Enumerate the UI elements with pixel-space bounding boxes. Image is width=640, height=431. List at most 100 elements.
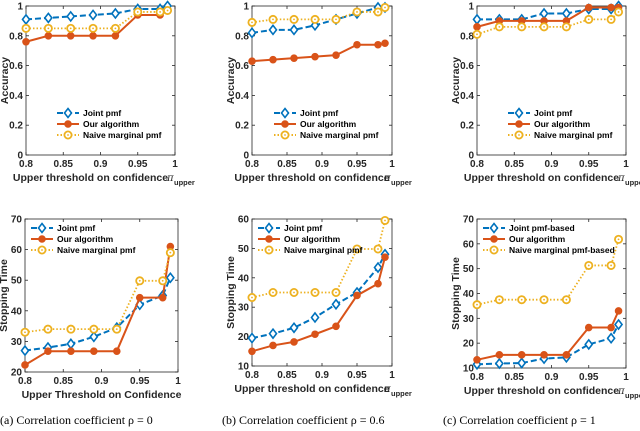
data-point-naive-center <box>356 248 358 250</box>
legend-item-naive: Naive marginal pmf <box>57 130 162 140</box>
data-point-ours <box>290 338 298 346</box>
data-point-naive-center <box>272 18 274 21</box>
data-point-naive-center <box>476 303 478 306</box>
y-tick-label: 40 <box>11 306 23 317</box>
data-point-ours <box>248 57 256 65</box>
y-tick-label: 30 <box>463 314 475 325</box>
y-tick-label: 0.2 <box>460 121 474 132</box>
legend-label: Naive marginal pmf <box>57 245 136 255</box>
y-tick-label: 60 <box>11 245 23 256</box>
data-point-naive-center <box>587 18 590 21</box>
y-tick-label: 50 <box>238 244 250 255</box>
x-tick-label: 1 <box>389 159 395 170</box>
chart-b-stopping: 0.8 0.85 0.9 0.95 1 10 20 30 40 50 60 Stopping Time… <box>225 215 412 399</box>
data-point-naive-center <box>617 11 620 13</box>
y-tick-label: 20 <box>238 332 250 343</box>
legend-label: Naive marginal pmf <box>300 130 379 140</box>
x-tick-label: 0.9 <box>95 376 109 387</box>
x-tick-label: 0.9 <box>545 159 559 170</box>
series-naive <box>20 248 175 337</box>
data-point-naive-center <box>476 33 478 36</box>
data-point-naive-center <box>335 18 337 21</box>
data-point-ours <box>614 307 623 315</box>
data-point-joint <box>310 311 320 324</box>
x-tick-label: 0.8 <box>470 372 484 383</box>
y-tick-label: 70 <box>463 215 475 226</box>
series-ours <box>248 253 389 356</box>
caption-b: (b) Correlation coefficient ρ = 0.6 <box>222 413 384 427</box>
data-point-ours <box>248 347 256 356</box>
y-tick-label: 0 <box>468 151 474 162</box>
x-axis-subscript: upper <box>625 178 640 187</box>
x-axis-subscript: upper <box>174 178 195 187</box>
data-point-naive-center <box>356 11 358 13</box>
x-tick-label: 0.9 <box>94 159 108 170</box>
legend-label: Our algorithm <box>300 119 357 129</box>
chart-a-accuracy: 0.8 0.85 0.9 0.95 1 0 0.2 0.4 0.6 0.8 1 Accuracy Upp… <box>0 0 195 187</box>
x-tick-label: 0.8 <box>470 159 484 170</box>
legend-marker <box>64 120 72 128</box>
data-point-joint <box>606 332 616 345</box>
x-axis-label: Upper threshold on confidence <box>13 172 168 184</box>
data-point-joint <box>88 9 98 21</box>
y-tick-label: 50 <box>11 276 23 287</box>
data-point-ours <box>473 356 481 364</box>
series-line-joint <box>251 6 385 34</box>
data-point-joint <box>20 344 30 357</box>
legend-item-ours: Our algorithm <box>258 234 341 244</box>
data-point-ours <box>111 32 120 40</box>
legend-item-naive: Naive marginal pmf <box>31 245 136 255</box>
legend-item-naive: Naive marginal pmf <box>508 130 613 140</box>
x-tick-label: 0.8 <box>18 376 32 387</box>
legend-item-joint: Joint pmf <box>274 107 338 119</box>
series-line-naive <box>26 9 168 30</box>
legend-item-ours: Our algorithm <box>31 234 114 244</box>
series-ours <box>21 242 175 369</box>
data-point-joint <box>247 27 257 39</box>
data-point-naive-center <box>115 328 118 331</box>
data-point-ours <box>562 351 571 359</box>
legend-marker-center <box>284 134 286 136</box>
y-tick-label: 1 <box>468 2 474 13</box>
x-tick-label: 0.9 <box>315 370 329 381</box>
data-point-naive-center <box>498 25 501 28</box>
data-point-ours <box>269 341 277 350</box>
legend-marker <box>281 120 289 128</box>
data-point-ours <box>113 347 121 355</box>
data-point-naive-center <box>159 11 162 13</box>
data-point-naive-center <box>166 9 169 12</box>
data-point-naive-center <box>520 298 523 301</box>
data-point-joint <box>43 12 53 24</box>
data-point-ours <box>353 291 361 300</box>
y-tick-label: 60 <box>238 215 250 226</box>
x-tick-label: 0.95 <box>579 372 599 383</box>
data-point-ours <box>517 351 526 359</box>
legend-marker <box>490 235 498 243</box>
data-point-ours <box>135 293 144 302</box>
data-point-joint <box>614 318 624 331</box>
data-point-naive-center <box>565 298 568 301</box>
x-tick-label: 0.9 <box>545 372 559 383</box>
data-point-joint <box>289 321 299 334</box>
data-point-ours <box>607 3 615 12</box>
data-point-naive-center <box>69 27 72 30</box>
legend-marker <box>63 107 73 119</box>
x-axis-symbol: π <box>617 173 625 184</box>
caption-c: (c) Correlation coefficient ρ = 1 <box>443 413 596 427</box>
y-tick-label: 0.4 <box>235 91 249 102</box>
x-tick-label: 0.95 <box>579 159 599 170</box>
y-tick-label: 0.8 <box>9 31 23 42</box>
chart-b-accuracy: 0.8 0.85 0.9 0.95 1 0 0.2 0.4 0.6 0.8 1 Accuracy Upp… <box>225 2 412 188</box>
legend-item-joint: Joint pmf <box>31 222 95 234</box>
x-tick-label: 0.85 <box>54 376 74 387</box>
data-point-ours <box>540 351 548 359</box>
legend-label: Naive marginal pmf <box>534 130 613 140</box>
legend-label: Naive marginal pmf <box>284 245 363 255</box>
y-tick-label: 70 <box>11 215 23 226</box>
x-tick-label: 0.85 <box>277 159 297 170</box>
legend-marker <box>489 222 499 234</box>
y-tick-label: 10 <box>238 362 250 373</box>
series-naive <box>472 7 624 39</box>
legend-marker <box>515 120 523 128</box>
